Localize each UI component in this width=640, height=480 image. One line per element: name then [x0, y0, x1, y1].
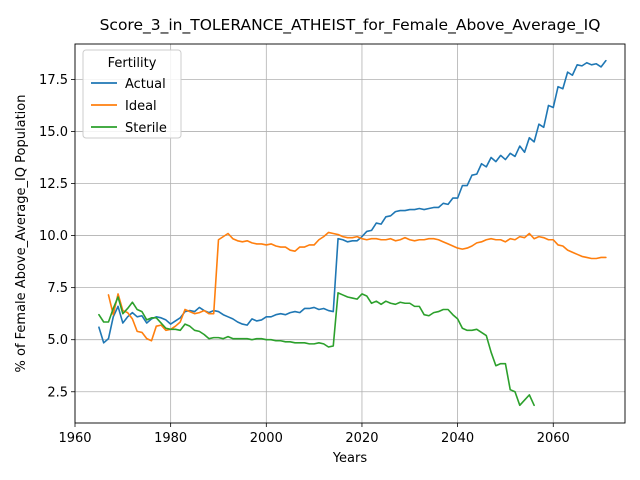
- x-tick-label: 2000: [250, 431, 283, 446]
- x-tick-label: 2060: [537, 431, 570, 446]
- plot-frame: [74, 43, 626, 424]
- y-tick-label: 17.5: [39, 73, 68, 88]
- x-tick-label: 2040: [441, 431, 474, 446]
- y-tick-label: 12.5: [39, 177, 68, 192]
- x-tick-label: 2020: [345, 431, 378, 446]
- y-tick-label: 7.5: [47, 281, 68, 296]
- legend-box: [82, 49, 182, 139]
- legend-title: Fertility: [108, 56, 157, 71]
- legend: Fertility Actual Ideal Sterile: [82, 49, 182, 139]
- x-tick-label: 1960: [58, 431, 91, 446]
- chart-title: Score_3_in_TOLERANCE_ATHEIST_for_Female_…: [100, 16, 601, 35]
- legend-label-sterile: Sterile: [125, 121, 167, 136]
- legend-label-ideal: Ideal: [125, 99, 157, 114]
- y-tick-label: 10.0: [39, 229, 68, 244]
- series-lines: [98, 59, 607, 407]
- x-axis-title: Years: [332, 451, 368, 466]
- legend-entries: Actual Ideal Sterile: [91, 77, 167, 136]
- y-axis-title: % of Female Above_Average_IQ Population: [14, 95, 29, 373]
- y-tick-label: 5.0: [47, 333, 68, 348]
- legend-label-actual: Actual: [125, 77, 166, 92]
- y-tick-label: 15.0: [39, 125, 68, 140]
- series-line-ideal: [107, 231, 607, 342]
- grid: [74, 44, 625, 423]
- y-tick-label: 2.5: [47, 385, 68, 400]
- x-tick-label: 1980: [154, 431, 187, 446]
- series-line-sterile: [98, 292, 535, 407]
- axis-ticks: 1960 1980 2000 2020 2040 2060 2.5 5.0 7.5 10.0 12.…: [39, 73, 570, 446]
